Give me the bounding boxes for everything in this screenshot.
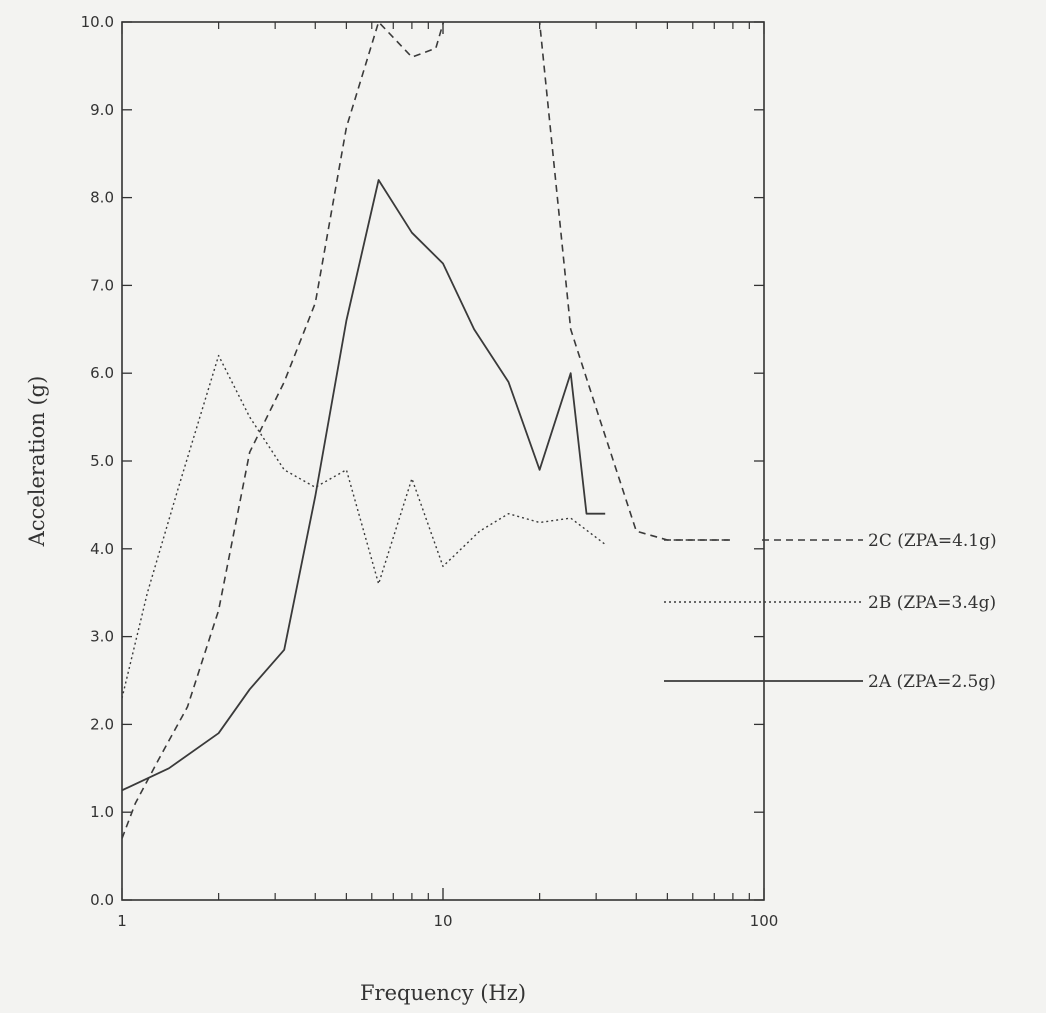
series-line-2 [122, 179, 606, 792]
y-tick-label: 1.0 [90, 803, 114, 821]
x-axis-label: Frequency (Hz) [360, 981, 526, 1005]
y-tick-label: 3.0 [90, 628, 114, 646]
plot-frame [121, 21, 765, 901]
legend-label-0: 2C (ZPA=4.1g) [868, 531, 997, 551]
x-tick-label: 10 [433, 912, 452, 930]
y-tick-label: 4.0 [90, 540, 114, 558]
y-tick-label: 9.0 [90, 101, 114, 119]
series-line-1 [122, 354, 606, 699]
y-tick-label: 6.0 [90, 364, 114, 382]
legend: 2C (ZPA=4.1g) 2B (ZPA=3.4g) 2A (ZPA=2.5g) [664, 531, 997, 692]
series-line-0 [122, 22, 733, 839]
series-layer [122, 22, 733, 839]
y-tick-label: 8.0 [90, 189, 114, 207]
y-tick-label: 0.0 [90, 891, 114, 909]
y-tick-label: 2.0 [90, 715, 114, 733]
y-axis-label: Acceleration (g) [25, 376, 49, 548]
x-tick-label: 1 [117, 912, 127, 930]
legend-label-1: 2B (ZPA=3.4g) [868, 593, 996, 613]
y-tick-label: 5.0 [90, 452, 114, 470]
y-tick-label: 10.0 [81, 13, 114, 31]
axis-ticks: 0.0 1.0 2.0 3.0 4.0 5.0 6.0 7.0 8.0 9.0 10.0 1 10 100 [81, 13, 779, 930]
legend-label-2: 2A (ZPA=2.5g) [868, 672, 996, 692]
x-tick-label: 100 [750, 912, 779, 930]
y-tick-label: 7.0 [90, 276, 114, 294]
